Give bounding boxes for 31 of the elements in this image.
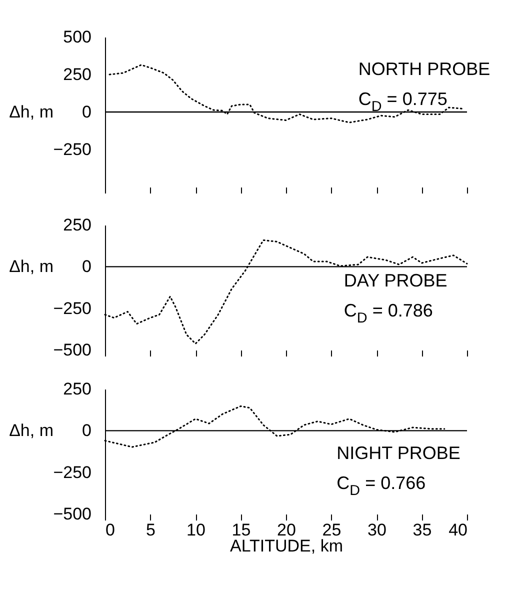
annotation: C$_{D}$ = 0.775	[358, 89, 448, 115]
annotation: C$_{D}$ = 0.766	[336, 473, 426, 499]
y-tick-label: −500	[53, 340, 92, 360]
y-tick-label: 0	[82, 421, 92, 440]
y-tick-label: 500	[63, 28, 92, 46]
x-tick-label: 40	[448, 520, 468, 540]
y-tick-label: −250	[53, 140, 92, 159]
y-axis-title: Δh, m	[9, 421, 54, 440]
annotation: NORTH PROBE	[358, 59, 490, 79]
x-tick-label: 15	[232, 520, 251, 540]
x-tick-label: 30	[368, 520, 386, 540]
y-tick-label: −250	[53, 462, 92, 482]
y-tick-label: 250	[63, 65, 92, 84]
x-tick-label: 35	[412, 520, 432, 540]
y-tick-label: 0	[82, 257, 92, 276]
x-tick-label: 25	[322, 520, 342, 540]
y-tick-label: 250	[63, 216, 92, 234]
annotation: NIGHT PROBE	[336, 443, 460, 463]
x-tick-label: 10	[186, 520, 206, 540]
y-tick-label: −500	[53, 504, 92, 524]
y-tick-label: 250	[63, 380, 92, 398]
x-tick-label: 0	[106, 520, 115, 540]
y-tick-label: 0	[82, 102, 92, 122]
x-tick-label: 5	[146, 520, 156, 540]
x-axis-title: ALTITUDE, km	[230, 536, 344, 556]
annotation: DAY PROBE	[344, 270, 448, 290]
annotation: C$_{D}$ = 0.786	[344, 300, 433, 326]
y-axis-title: Δh, m	[9, 102, 54, 122]
y-axis-title: Δh, m	[9, 257, 54, 276]
y-tick-label: −250	[53, 298, 92, 318]
x-tick-label: 20	[277, 520, 296, 540]
